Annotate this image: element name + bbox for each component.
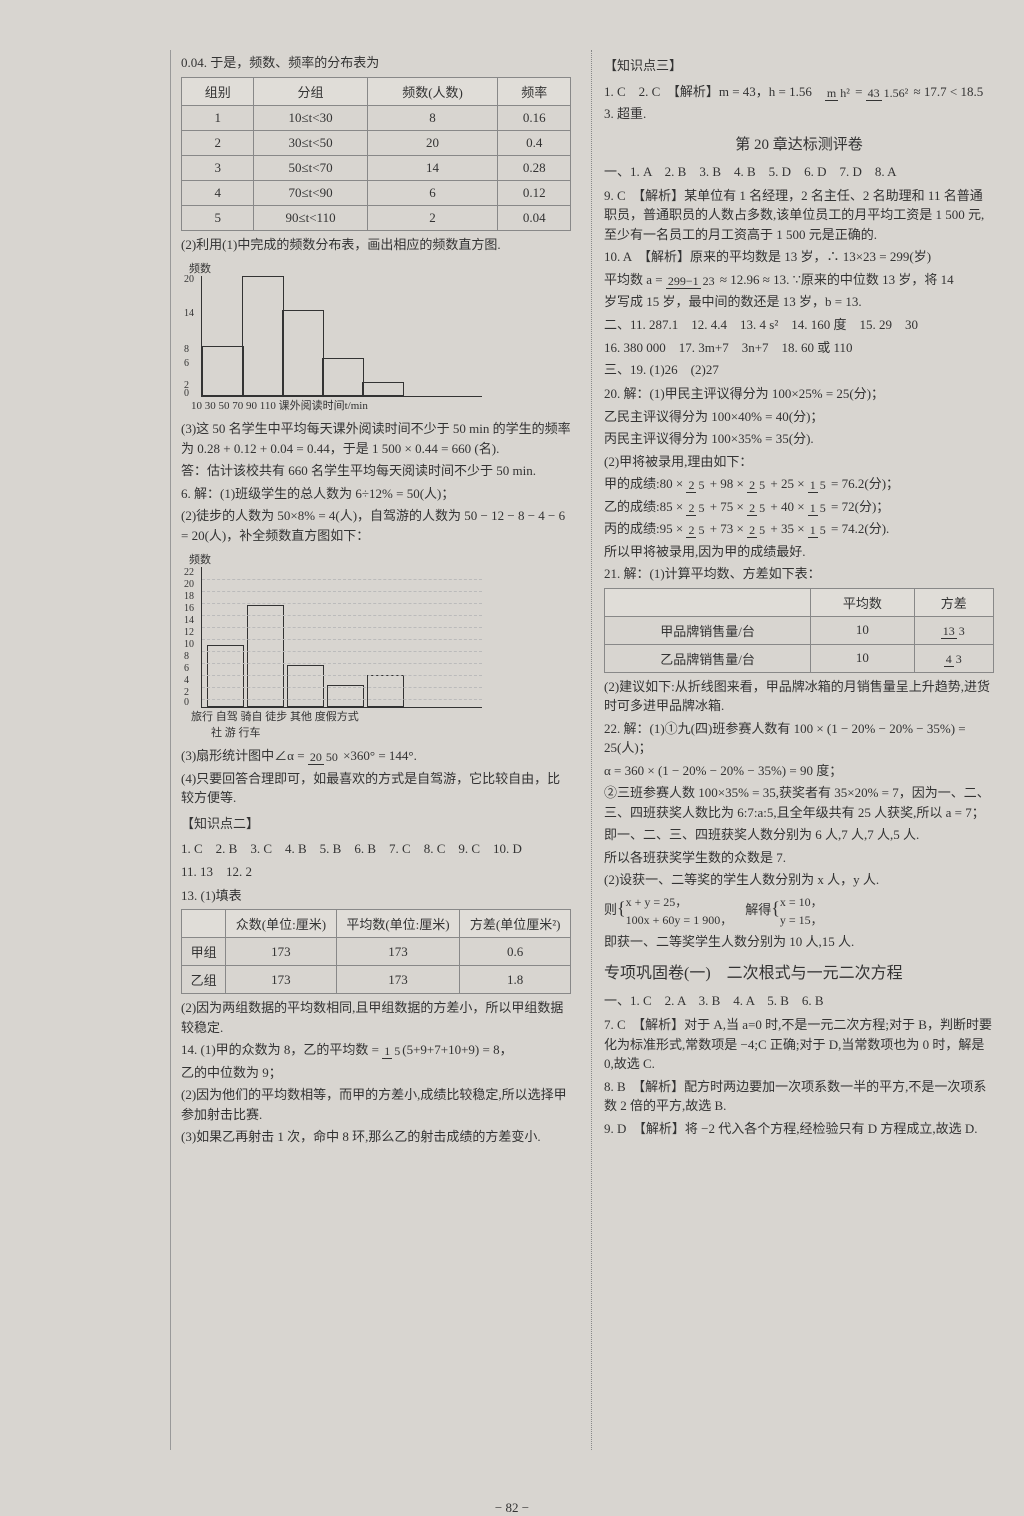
knowledge-point-2-title: 【知识点二】 xyxy=(181,814,571,834)
table-row: 众数(单位:厘米) 平均数(单位:厘米) 方差(单位厘米²) xyxy=(182,910,571,938)
table-row: 110≤t<3080.16 xyxy=(182,105,571,130)
q20-part2-intro: (2)甲将被录用,理由如下： xyxy=(604,452,994,472)
x-axis-label: 旅行 自驾 骑自 徒步 其他 度假方式 xyxy=(191,708,571,724)
q6-part2: (2)徒步的人数为 50×8% = 4(人)，自驾游的人数为 50 − 12 −… xyxy=(181,506,571,545)
page: 0.04. 于是，频数、频率的分布表为 组别 分组 频数(人数) 频率 110≤… xyxy=(0,0,1024,1480)
q22-part1d: 即一、二、三、四班获奖人数分别为 6 人,7 人,7 人,5 人. xyxy=(604,825,994,845)
right-column: 【知识点三】 1. C 2. C 【解析】m = 43，h = 1.56 mh²… xyxy=(591,50,994,1450)
part3-text: (3)这 50 名学生中平均每天课外阅读时间不少于 50 min 的学生的频率为… xyxy=(181,419,571,458)
q22-conclusion: 即获一、二等奖学生人数分别为 10 人,15 人. xyxy=(604,932,994,952)
special-practice-title: 专项巩固卷(一) 二次根式与一元二次方程 xyxy=(604,959,994,983)
intro-text: 0.04. 于是，频数、频率的分布表为 xyxy=(181,53,571,73)
q22-part1a: 22. 解：(1)①九(四)班参赛人数有 100 × (1 − 20% − 20… xyxy=(604,719,994,758)
zx-q7: 7. C 【解析】对于 A,当 a=0 时,不是一元二次方程;对于 B，判断时要… xyxy=(604,1015,994,1074)
q22-part2-intro: (2)设获一、二等奖的学生人数分别为 x 人，y 人. xyxy=(604,870,994,890)
table-row: 组别 分组 频数(人数) 频率 xyxy=(182,77,571,105)
freq-table: 组别 分组 频数(人数) 频率 110≤t<3080.16 230≤t<5020… xyxy=(181,77,571,231)
q14-part2: (2)因为他们的平均数相等，而甲的方差小,成绩比较稳定,所以选择甲参加射击比赛. xyxy=(181,1085,571,1124)
q9-explanation: 9. C 【解析】某单位有 1 名经理，2 名主任、2 名助理和 11 名普通职… xyxy=(604,186,994,245)
q22-part1b: α = 360 × (1 − 20% − 20% − 35%) = 90 度； xyxy=(604,761,994,781)
brand-sales-table: 平均数方差 甲品牌销售量/台10133 乙品牌销售量/台1043 xyxy=(604,588,994,673)
q20-score-jia: 甲的成绩:80 × 25 + 98 × 25 + 25 × 15 = 76.2(… xyxy=(604,474,994,494)
kp2-answers-2: 11. 13 12. 2 xyxy=(181,862,571,883)
histogram-1: 频数 20 14 8 6 2 0 10 30 50 70 90 110 课外阅读… xyxy=(181,260,571,413)
section2-answers: 二、11. 287.1 12. 4.4 13. 4 s² 14. 160 度 1… xyxy=(604,315,994,336)
y-axis-label: 频数 xyxy=(189,551,571,567)
q6-part1: 6. 解：(1)班级学生的总人数为 6÷12% = 50(人)； xyxy=(181,484,571,504)
q22-equations: 则{x + y = 25，100x + 60y = 1 900， 解得{x = … xyxy=(604,893,994,929)
x-axis-label: 10 30 50 70 90 110 课外阅读时间t/min xyxy=(191,397,571,413)
q10-explanation-b: 平均数 a = 299−123 ≈ 12.96 ≈ 13. ∵原来的中位数 13… xyxy=(604,270,994,290)
q22-part1c: ②三班参赛人数 100×35% = 35,获奖者有 35×20% = 7，因为一… xyxy=(604,783,994,822)
part4-text: (4)只要回答合理即可，如最喜欢的方式是自驾游，它比较自由，比较方便等. xyxy=(181,769,571,808)
q20-part1c: 丙民主评议得分为 100×35% = 35(分). xyxy=(604,429,994,449)
q20-score-yi: 乙的成绩:85 × 25 + 75 × 25 + 40 × 15 = 72(分)… xyxy=(604,497,994,517)
section2-answers-2: 16. 380 000 17. 3m+7 3n+7 18. 60 或 110 xyxy=(604,338,994,359)
table-row: 230≤t<50200.4 xyxy=(182,130,571,155)
x-axis-label-2: 社 游 行车 xyxy=(211,724,571,740)
q14-part1: 14. (1)甲的众数为 8，乙的平均数 = 15(5+9+7+10+9) = … xyxy=(181,1040,571,1060)
q22-part1e: 所以各班获奖学生数的众数是 7. xyxy=(604,848,994,868)
kp2-answers: 1. C 2. B 3. C 4. B 5. B 6. B 7. C 8. C … xyxy=(181,839,571,860)
chart-area: 22 20 18 16 14 12 10 8 6 4 2 0 xyxy=(201,567,482,708)
zx-answers: 一、1. C 2. A 3. B 4. A 5. B 6. B xyxy=(604,991,994,1012)
kp3-answers: 1. C 2. C 【解析】m = 43，h = 1.56 mh² = 431.… xyxy=(604,82,994,103)
table-row: 甲组1731730.6 xyxy=(182,938,571,966)
knowledge-point-3-title: 【知识点三】 xyxy=(604,56,994,76)
zx-q9: 9. D 【解析】将 −2 代入各个方程,经检验只有 D 方程成立,故选 D. xyxy=(604,1119,994,1139)
part3-answer: 答：估计该校共有 660 名学生平均每天阅读时间不少于 50 min. xyxy=(181,461,571,481)
table-row: 350≤t<70140.28 xyxy=(182,155,571,180)
q14-median: 乙的中位数为 9； xyxy=(181,1063,571,1083)
fraction: 2050 xyxy=(308,751,340,763)
fraction: mh² xyxy=(825,87,852,99)
q20-part1b: 乙民主评议得分为 100×40% = 40(分)； xyxy=(604,407,994,427)
part2-text: (2)利用(1)中完成的频数分布表，画出相应的频数直方图. xyxy=(181,235,571,255)
th: 频数(人数) xyxy=(367,77,498,105)
q13-part2: (2)因为两组数据的平均数相同,且甲组数据的方差小，所以甲组数据较稳定. xyxy=(181,998,571,1037)
kp3-q3: 3. 超重. xyxy=(604,104,994,125)
left-column: 0.04. 于是，频数、频率的分布表为 组别 分组 频数(人数) 频率 110≤… xyxy=(170,50,571,1450)
stats-table: 众数(单位:厘米) 平均数(单位:厘米) 方差(单位厘米²) 甲组1731730… xyxy=(181,909,571,994)
table-row: 590≤t<11020.04 xyxy=(182,205,571,230)
th: 组别 xyxy=(182,77,254,105)
table-row: 470≤t<9060.12 xyxy=(182,180,571,205)
th: 频率 xyxy=(498,77,571,105)
q10-explanation-c: 岁写成 15 岁，最中间的数还是 13 岁，b = 13. xyxy=(604,292,994,312)
table-row: 平均数方差 xyxy=(605,588,994,616)
table-row: 乙品牌销售量/台1043 xyxy=(605,644,994,672)
q20-part1a: 20. 解：(1)甲民主评议得分为 100×25% = 25(分)； xyxy=(604,384,994,404)
fraction: 431.56² xyxy=(866,87,911,99)
section3-q19: 三、19. (1)26 (2)27 xyxy=(604,360,994,381)
y-axis-label: 频数 xyxy=(189,260,571,276)
q10-explanation-a: 10. A 【解析】原来的平均数是 13 岁，∴ 13×23 = 299(岁) xyxy=(604,247,994,267)
table-row: 乙组1731731.8 xyxy=(182,966,571,994)
q14-part3: (3)如果乙再射击 1 次，命中 8 环,那么乙的射击成绩的方差变小. xyxy=(181,1127,571,1147)
th: 分组 xyxy=(254,77,367,105)
fraction: 299−123 xyxy=(666,275,717,287)
q21-part2: (2)建议如下:从折线图来看，甲品牌冰箱的月销售量呈上升趋势,进货时可多进甲品牌… xyxy=(604,677,994,716)
q21-intro: 21. 解：(1)计算平均数、方差如下表： xyxy=(604,564,994,584)
fan-chart-text: (3)扇形统计图中∠α = 2050 ×360° = 144°. xyxy=(181,746,571,766)
histogram-2: 频数 22 20 18 16 14 12 10 8 6 4 2 0 旅行 自驾 … xyxy=(181,551,571,740)
q13-text: 13. (1)填表 xyxy=(181,886,571,906)
table-row: 甲品牌销售量/台10133 xyxy=(605,616,994,644)
q20-conclusion: 所以甲将被录用,因为甲的成绩最好. xyxy=(604,542,994,562)
section1-answers: 一、1. A 2. B 3. B 4. B 5. D 6. D 7. D 8. … xyxy=(604,162,994,183)
chart-area: 20 14 8 6 2 0 xyxy=(201,276,482,397)
fraction: 15 xyxy=(382,1045,402,1057)
page-number: − 82 − xyxy=(0,1500,1024,1516)
zx-q8: 8. B 【解析】配方时两边要加一次项系数一半的平方,不是一次项系数 2 倍的平… xyxy=(604,1077,994,1116)
q20-score-bing: 丙的成绩:95 × 25 + 73 × 25 + 35 × 15 = 74.2(… xyxy=(604,519,994,539)
chapter-20-title: 第 20 章达标测评卷 xyxy=(604,133,994,154)
